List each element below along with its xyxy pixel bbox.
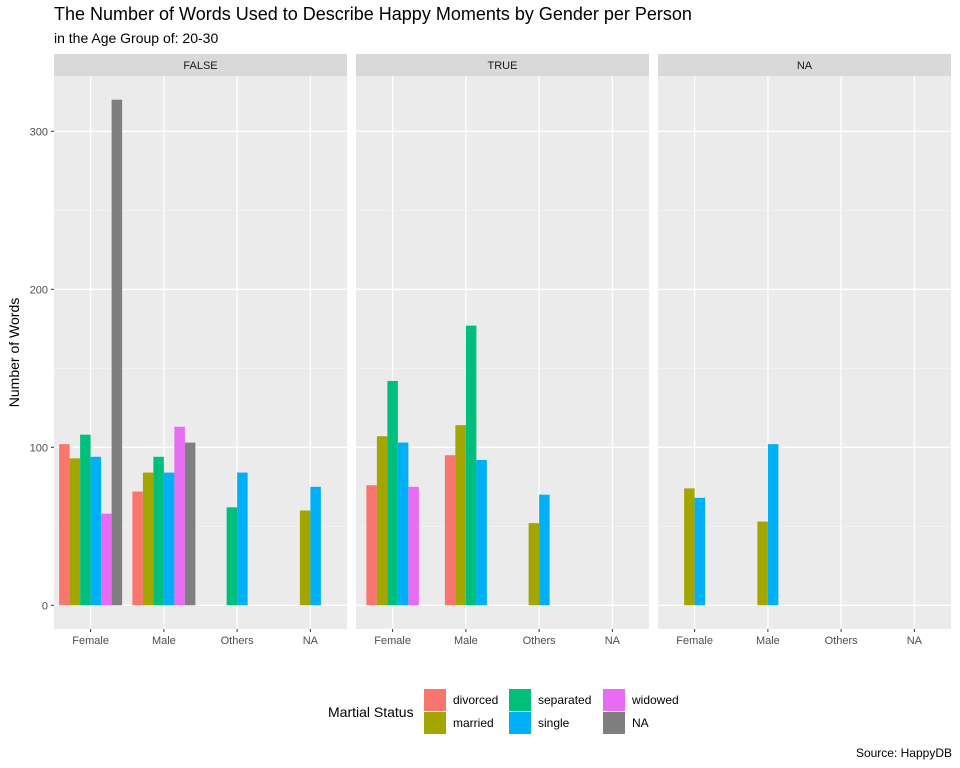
y-tick-label: 0 <box>42 600 48 612</box>
bar-false-na-single <box>310 486 321 606</box>
bar-true-male-separated <box>465 325 477 606</box>
facet-strip-label: TRUE <box>488 60 518 72</box>
legend-label: divorced <box>453 693 498 707</box>
bar-true-female-separated <box>387 380 398 606</box>
legend-item-married: married <box>424 712 494 734</box>
legend-item-divorced: divorced <box>424 689 498 711</box>
legend-label: separated <box>538 693 591 707</box>
legend-label: single <box>538 716 570 730</box>
x-tick-label: Female <box>72 635 109 647</box>
facet-panel-true: TRUE Female Male Others NA <box>356 54 649 647</box>
bar-true-female-single <box>397 442 409 606</box>
legend-key <box>509 712 531 734</box>
bar-false-others-separated <box>226 507 238 606</box>
bar-true-others-single <box>539 494 550 606</box>
x-tick-label: Female <box>374 635 411 647</box>
bar-false-male-separated <box>153 456 164 606</box>
legend-key <box>509 689 531 711</box>
legend-title: Martial Status <box>328 704 414 720</box>
legend-item-separated: separated <box>509 689 591 711</box>
bar-false-female-divorced <box>59 444 70 606</box>
bar-na-male-single <box>767 444 779 606</box>
x-tick-label: Male <box>454 635 478 647</box>
bar-false-male-single <box>163 472 175 606</box>
x-tick-label: Male <box>152 635 176 647</box>
legend-item-widowed: widowed <box>603 689 679 711</box>
bar-false-male-na <box>184 442 196 606</box>
bar-na-female-single <box>694 497 706 606</box>
facet-strip <box>356 54 649 76</box>
bar-na-male-married <box>757 521 768 606</box>
legend-label: widowed <box>631 693 679 707</box>
bar-false-female-na <box>111 99 123 606</box>
bar-true-others-married <box>528 523 540 606</box>
legend-item-single: single <box>509 712 570 734</box>
panel-background <box>658 76 951 629</box>
legend-key <box>424 712 446 734</box>
legend-label: NA <box>632 716 649 730</box>
y-tick-label: 200 <box>30 284 48 296</box>
facet-panel-false: FALSE Female Male Others NA <box>54 54 347 647</box>
x-tick-label: NA <box>303 635 319 647</box>
legend-label: married <box>453 716 494 730</box>
legend-key <box>603 689 625 711</box>
bar-false-female-separated <box>80 434 91 606</box>
legend-item-na: NA <box>603 712 649 734</box>
chart-subtitle: in the Age Group of: 20-30 <box>54 30 219 46</box>
legend-key <box>424 689 446 711</box>
bar-true-male-divorced <box>444 455 456 606</box>
bar-false-male-widowed <box>174 426 185 606</box>
facet-panel-na: NA Female Male Others NA <box>658 54 951 647</box>
x-tick-label: Others <box>523 635 557 647</box>
y-tick-label: 300 <box>30 126 48 138</box>
x-tick-label: NA <box>605 635 621 647</box>
legend-key <box>603 712 625 734</box>
x-tick-label: NA <box>907 635 923 647</box>
bar-false-male-divorced <box>132 491 143 606</box>
facet-strip-label: NA <box>797 60 813 72</box>
bar-false-na-married <box>299 510 311 606</box>
bar-false-female-widowed <box>101 513 112 606</box>
bar-true-female-divorced <box>366 485 377 606</box>
x-tick-label: Female <box>676 635 713 647</box>
x-tick-label: Male <box>756 635 780 647</box>
bar-false-male-married <box>142 472 154 606</box>
bar-true-female-married <box>376 436 388 606</box>
chart-caption: Source: HappyDB <box>855 746 952 760</box>
y-axis-title: Number of Words <box>6 298 22 407</box>
facet-strip <box>54 54 347 76</box>
bar-true-female-widowed <box>408 486 419 606</box>
facet-strip-label: FALSE <box>183 60 217 72</box>
bar-na-female-married <box>684 488 695 606</box>
legend: Martial Status divorced married separated si… <box>328 689 679 734</box>
bar-false-female-married <box>69 458 81 606</box>
y-tick-label: 100 <box>30 442 48 454</box>
bar-true-male-single <box>476 459 487 606</box>
x-tick-label: Others <box>825 635 859 647</box>
bar-true-male-married <box>455 425 466 606</box>
chart-title: The Number of Words Used to Describe Hap… <box>54 4 692 24</box>
bar-false-female-single <box>90 456 102 606</box>
facet-strip <box>658 54 951 76</box>
x-tick-label: Others <box>221 635 255 647</box>
bar-false-others-single <box>237 472 248 606</box>
